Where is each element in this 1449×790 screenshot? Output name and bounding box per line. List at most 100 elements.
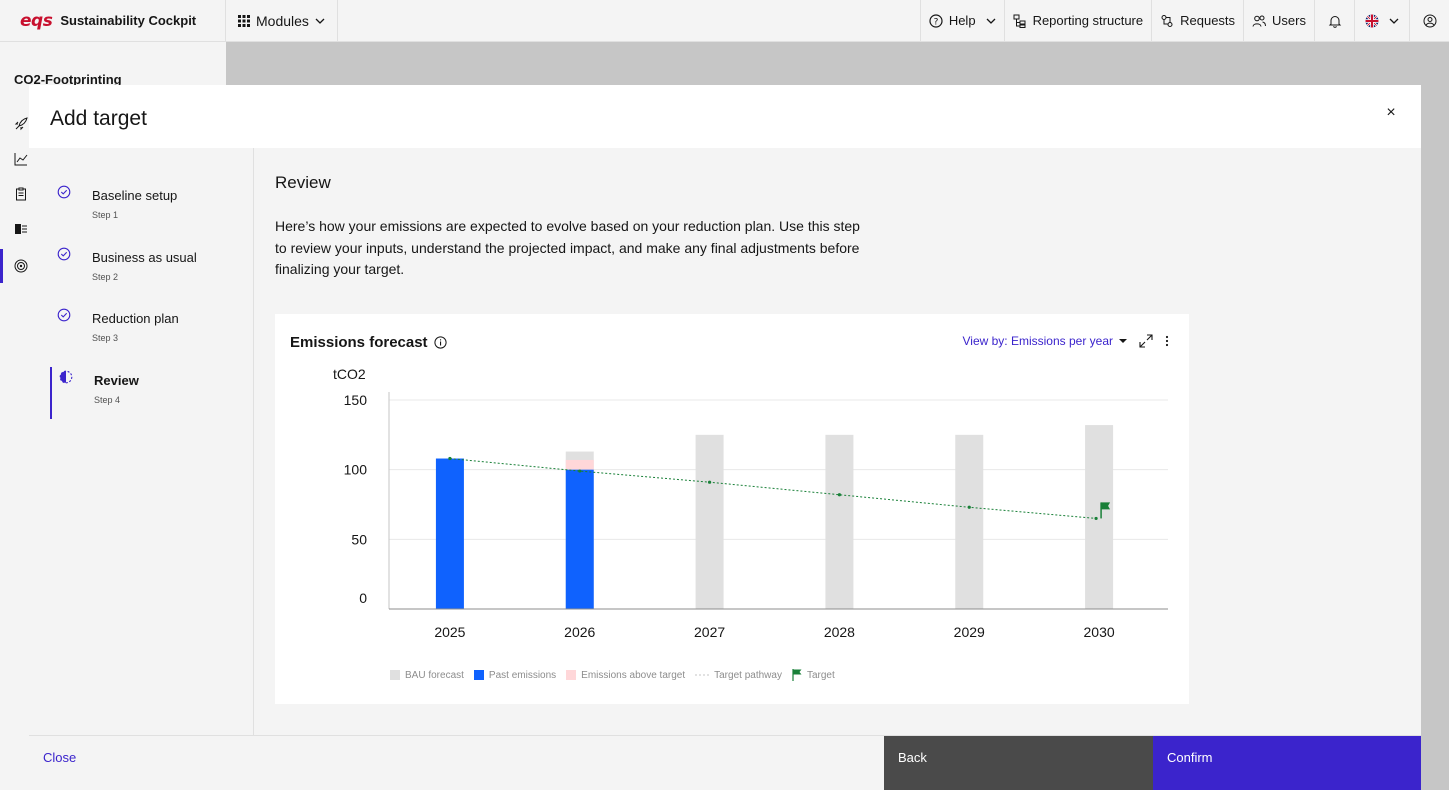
- view-by-dropdown[interactable]: View by: Emissions per year: [962, 334, 1127, 348]
- target-pathway-point: [1094, 516, 1098, 521]
- reporting-structure-link[interactable]: Reporting structure: [1003, 0, 1152, 42]
- flag-icon: [792, 669, 802, 681]
- x-tick-label: 2027: [694, 624, 725, 640]
- chart-line-icon[interactable]: [14, 152, 28, 166]
- profile-button[interactable]: [1409, 0, 1449, 42]
- emissions-forecast-card: Emissions forecast View by: Emissions pe…: [275, 314, 1189, 704]
- brand[interactable]: eqs Sustainability Cockpit: [0, 0, 226, 42]
- help-label: Help: [948, 13, 976, 28]
- modules-menu[interactable]: Modules: [226, 0, 338, 42]
- step-label: Reduction plan: [92, 311, 179, 326]
- legend-target-pathway[interactable]: Target pathway: [695, 670, 782, 681]
- users-icon: [1252, 15, 1267, 27]
- svg-text:?: ?: [933, 17, 938, 27]
- active-nav-indicator: [0, 249, 3, 283]
- legend-label: Target pathway: [714, 669, 782, 681]
- past-emissions-bar: [565, 469, 594, 609]
- step-label: Business as usual: [92, 250, 197, 265]
- review-content: Review Here’s how your emissions are exp…: [255, 148, 1421, 735]
- target-pathway-point: [707, 480, 712, 484]
- bau-forecast-bar: [825, 434, 854, 609]
- reporting-structure-icon: [1013, 14, 1026, 28]
- overflow-menu-icon[interactable]: [1165, 334, 1169, 348]
- y-tick-label: 0: [359, 590, 367, 606]
- requests-link[interactable]: Requests: [1151, 0, 1243, 42]
- users-link[interactable]: Users: [1243, 0, 1314, 42]
- legend-dash-line: [695, 674, 710, 676]
- target-icon[interactable]: [14, 259, 28, 273]
- bau-forecast-bar: [955, 434, 984, 609]
- step-number: Step 3: [92, 333, 119, 343]
- notifications-button[interactable]: [1314, 0, 1354, 42]
- legend-emissions-above-target[interactable]: Emissions above target: [566, 670, 685, 681]
- step-business-as-usual[interactable]: Business as usual Step 2: [50, 244, 240, 296]
- grid-icon: [238, 14, 250, 27]
- checkmark-circle-icon: [57, 308, 71, 322]
- step-baseline-setup[interactable]: Baseline setup Step 1: [50, 182, 240, 234]
- modal-footer: Close Back Confirm: [29, 735, 1421, 790]
- reporting-structure-label: Reporting structure: [1032, 13, 1144, 28]
- legend-label: Past emissions: [488, 669, 557, 681]
- past-emissions-bar: [435, 458, 464, 609]
- language-selector[interactable]: [1354, 0, 1409, 42]
- caret-down-icon: [1119, 339, 1127, 343]
- legend-swatch: [473, 670, 484, 680]
- x-tick-label: 2029: [954, 624, 985, 640]
- x-tick-label: 2026: [564, 624, 595, 640]
- card-title-text: Emissions forecast: [290, 334, 428, 351]
- user-avatar-icon: [1423, 14, 1436, 27]
- x-tick-label: 2028: [824, 624, 855, 640]
- step-review[interactable]: Review Step 4: [50, 367, 240, 419]
- y-tick-label: 50: [351, 531, 367, 547]
- help-icon: ?: [929, 13, 943, 28]
- modal-title: Add target: [50, 107, 147, 130]
- step-number: Step 4: [94, 395, 121, 405]
- target-pathway-point: [578, 469, 582, 473]
- confirm-button[interactable]: Confirm: [1153, 736, 1421, 790]
- legend-swatch: [566, 670, 577, 680]
- view-by-label: View by: Emissions per year: [962, 334, 1113, 348]
- modal-header: Add target ×: [29, 85, 1421, 148]
- legend-past-emissions[interactable]: Past emissions: [473, 669, 557, 681]
- bau-forecast-bar: [1085, 425, 1114, 609]
- legend-label: Emissions above target: [581, 669, 686, 681]
- clipboard-icon[interactable]: [14, 187, 28, 201]
- x-tick-label: 2030: [1084, 624, 1115, 640]
- report-icon[interactable]: [14, 222, 28, 236]
- bell-icon: [1328, 15, 1341, 28]
- review-description: Here’s how your emissions are expected t…: [275, 218, 860, 277]
- chevron-down-icon: [1389, 18, 1399, 24]
- step-reduction-plan[interactable]: Reduction plan Step 3: [50, 305, 240, 357]
- step-number: Step 2: [92, 272, 119, 282]
- legend-label: BAU forecast: [405, 669, 464, 681]
- legend-bau-forecast[interactable]: BAU forecast: [390, 670, 464, 681]
- background-page-title: CO2-Footprinting: [14, 72, 122, 87]
- top-bar: eqs Sustainability Cockpit Modules ? Hel…: [0, 0, 1449, 42]
- close-link[interactable]: Close: [43, 750, 77, 765]
- card-title: Emissions forecast: [290, 334, 447, 351]
- chevron-down-icon: [315, 18, 325, 24]
- y-tick-label: 100: [344, 462, 368, 478]
- back-button[interactable]: Back: [884, 736, 1153, 790]
- legend-target[interactable]: Target: [792, 669, 835, 681]
- maximize-icon[interactable]: [1139, 334, 1153, 348]
- rocket-icon[interactable]: [14, 117, 28, 131]
- chevron-down-icon: [986, 18, 996, 24]
- in-progress-circle-icon: [59, 370, 73, 384]
- uk-flag-icon: [1365, 14, 1379, 27]
- target-pathway-point: [967, 505, 971, 509]
- emissions-chart: tCO2 0 50 100 150 2025 2026 2027 2028 2029 2030: [333, 366, 1168, 640]
- requests-icon: [1161, 14, 1173, 27]
- legend-label: Target: [806, 669, 835, 681]
- emissions-above-target-bar: [565, 459, 594, 470]
- target-pathway-line: [449, 458, 1097, 519]
- target-pathway-point: [837, 493, 842, 497]
- checkmark-circle-icon: [57, 247, 71, 261]
- close-icon[interactable]: ×: [1386, 104, 1396, 121]
- progress-steps: Baseline setup Step 1 Business as usual …: [29, 148, 254, 735]
- card-tools: View by: Emissions per year: [962, 334, 1169, 348]
- help-menu[interactable]: ? Help: [919, 0, 1004, 42]
- info-icon[interactable]: [433, 336, 447, 349]
- checkmark-circle-icon: [57, 185, 71, 199]
- bau-forecast-bar: [695, 434, 724, 609]
